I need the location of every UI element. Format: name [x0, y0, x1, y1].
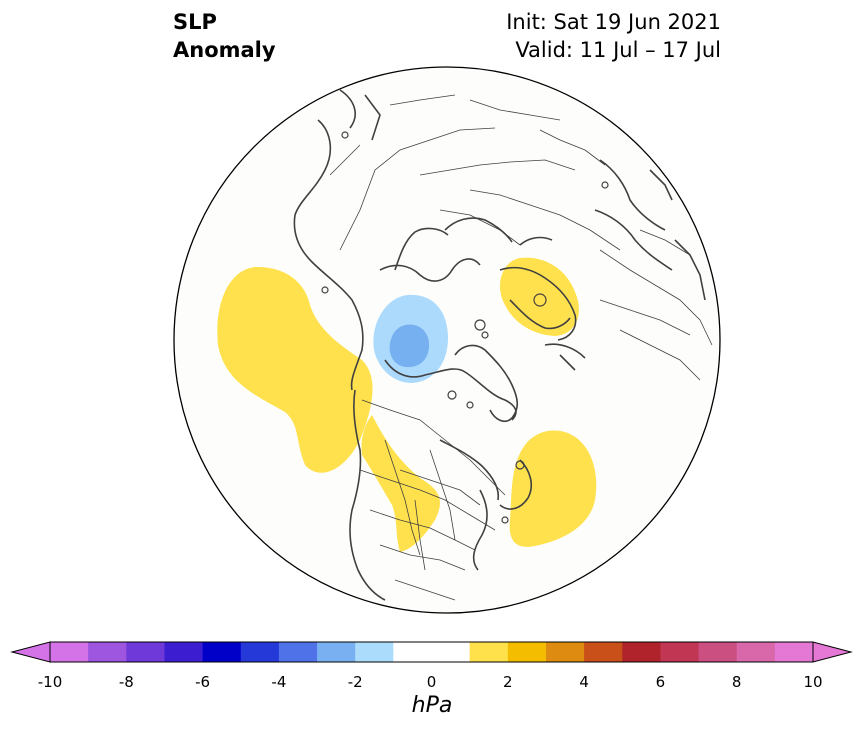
colorbar-swatch — [622, 642, 661, 662]
anomaly-arctic-low-inner — [389, 324, 430, 368]
colorbar-tick-label: 6 — [655, 673, 666, 691]
anomaly-north-atlantic-high — [509, 430, 597, 547]
title-line-2: Anomaly — [173, 38, 276, 62]
init-date: Init: Sat 19 Jun 2021 — [506, 10, 721, 34]
colorbar-swatch — [584, 642, 623, 662]
colorbar — [10, 641, 853, 663]
valid-range: Valid: 11 Jul – 17 Jul — [515, 38, 721, 62]
anomaly-north-pacific-high — [217, 266, 373, 473]
colorbar-swatch — [660, 642, 700, 662]
polar-map — [173, 66, 721, 614]
colorbar-swatch — [278, 642, 318, 662]
title-line-1: SLP — [173, 10, 217, 34]
colorbar-tick-label: 8 — [731, 673, 742, 691]
colorbar-tick-label: 0 — [426, 673, 437, 691]
colorbar-tick-label: -4 — [271, 673, 287, 691]
colorbar-swatch — [164, 642, 204, 662]
colorbar-swatch — [431, 642, 471, 662]
colorbar-swatch — [698, 642, 738, 662]
colorbar-tick-label: -8 — [118, 673, 134, 691]
country-borders — [329, 94, 713, 601]
map-boundary — [173, 66, 721, 614]
coastlines — [293, 89, 706, 601]
colorbar-swatch — [126, 642, 165, 662]
colorbar-tick-label: -6 — [195, 673, 211, 691]
colorbar-unit: hPa — [411, 693, 453, 718]
small-islands — [321, 131, 609, 524]
colorbar-swatch — [240, 642, 280, 662]
title: SLP Anomaly — [173, 8, 276, 64]
colorbar-under-arrow — [10, 641, 51, 663]
colorbar-swatch — [50, 642, 89, 662]
colorbar-swatch — [774, 642, 814, 662]
colorbar-swatch — [393, 642, 432, 662]
date-info: Init: Sat 19 Jun 2021 Valid: 11 Jul – 17… — [506, 8, 721, 64]
colorbar-swatch — [469, 642, 509, 662]
anomaly-scandinavia-high — [500, 257, 579, 336]
anomaly-layer — [217, 89, 713, 601]
colorbar-swatch — [736, 642, 776, 662]
colorbar-swatch — [355, 642, 394, 662]
colorbar-swatch — [507, 642, 547, 662]
colorbar-swatch — [202, 642, 242, 662]
colorbar-tick-label: 10 — [803, 673, 823, 691]
colorbar-tick-label: 4 — [579, 673, 589, 691]
colorbar-swatch — [317, 642, 356, 662]
colorbar-over-arrow — [812, 641, 853, 663]
colorbar-tick-label: -10 — [37, 673, 63, 691]
colorbar-swatch — [88, 642, 127, 662]
colorbar-tick-label: 2 — [503, 673, 513, 691]
colorbar-tick-label: -2 — [347, 673, 363, 691]
colorbar-swatch — [545, 642, 585, 662]
colorbar-frame — [49, 641, 814, 663]
